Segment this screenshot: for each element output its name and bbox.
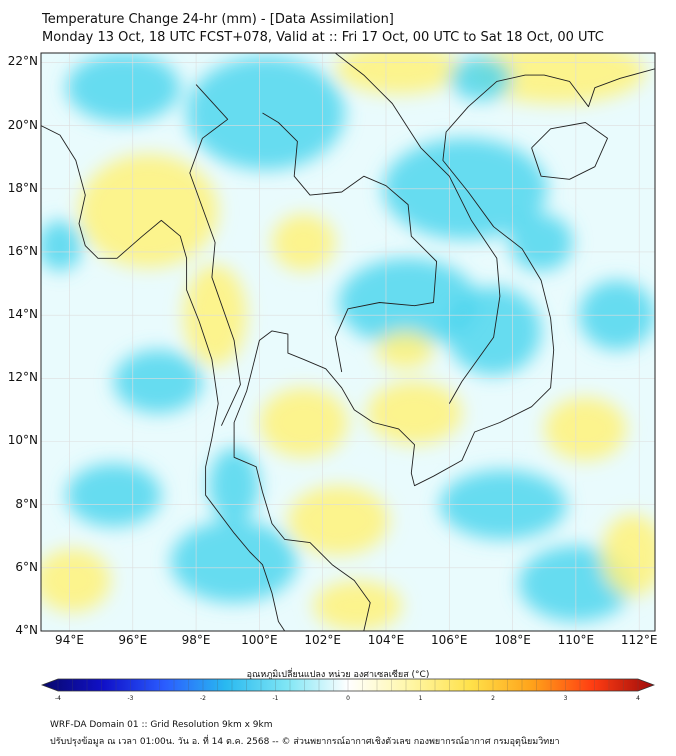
latitude-label: 10°N	[7, 433, 38, 448]
colorbar-title: อุณหภูมิเปลี่ยนแปลง หน่วย องศาเซลเซียส (…	[246, 670, 430, 680]
longitude-label: 94°E	[55, 633, 84, 647]
cool-anomaly-area	[449, 56, 513, 101]
warm-anomaly-area	[78, 154, 219, 268]
map-subtitle: Monday 13 Oct, 18 UTC FCST+078, Valid at…	[42, 30, 604, 45]
colorbar-tick-label: -3	[127, 695, 134, 702]
longitude-label: 98°E	[181, 633, 211, 647]
colorbar-tick-label: -4	[55, 695, 61, 702]
latitude-label: 16°N	[7, 243, 38, 258]
footer-credits: ปรับปรุงข้อมูล ณ เวลา 01:00น. วัน อ. ที่…	[50, 737, 560, 747]
warm-anomaly-area	[313, 580, 402, 631]
colorbar-tick-label: -2	[200, 695, 206, 702]
cool-anomaly-area	[113, 349, 203, 414]
latitude-label: 6°N	[15, 559, 38, 574]
warm-anomaly-area	[376, 330, 434, 369]
coastlines-and-borders	[41, 53, 655, 631]
colorbar-tick-label: 3	[563, 695, 568, 702]
cool-anomaly-area	[509, 214, 573, 271]
colorbar-tick-label: 4	[636, 695, 640, 702]
latitude-label: 14°N	[7, 307, 38, 322]
cool-anomaly-area	[66, 53, 181, 123]
cool-anomaly-area	[41, 220, 83, 271]
latitude-label: 12°N	[7, 370, 38, 385]
warm-anomaly-area	[287, 485, 390, 556]
myanmar-thai-border	[189, 84, 241, 426]
latitude-label: 22°N	[7, 54, 38, 69]
warm-anomaly-area	[41, 548, 111, 613]
colorbar-tick-label: 1	[418, 695, 423, 702]
longitude-label: 104°E	[367, 633, 405, 647]
longitude-label: 102°E	[304, 633, 341, 647]
map-frame	[40, 52, 656, 632]
cool-anomaly-area	[186, 56, 345, 170]
mainland-coastline	[41, 125, 286, 631]
map-title: Temperature Change 24-hr (mm) - [Data As…	[42, 12, 394, 27]
cool-anomaly-area	[170, 520, 298, 603]
colorbar-tick-label: 0	[346, 695, 350, 702]
footer-model-info: WRF-DA Domain 01 :: Grid Resolution 9km …	[50, 720, 273, 730]
longitude-label: 106°E	[431, 633, 468, 647]
warm-anomaly-area	[259, 387, 349, 458]
longitude-label: 100°E	[241, 633, 278, 647]
longitude-label: 108°E	[494, 633, 531, 647]
warm-anomaly-area	[335, 53, 462, 95]
cool-anomaly-area	[66, 463, 162, 527]
warm-anomaly-area	[272, 214, 336, 271]
graticule	[41, 53, 655, 631]
hainan-coast	[531, 122, 608, 180]
longitude-label: 96°E	[118, 633, 148, 647]
warm-anomaly-area	[601, 514, 655, 597]
longitude-label: 112°E	[620, 633, 658, 647]
warm-anomaly-area	[544, 397, 627, 461]
latitude-label: 8°N	[15, 496, 38, 511]
laos-vietnam-border	[335, 53, 501, 404]
latitude-label: 18°N	[7, 180, 38, 195]
cool-anomaly-area	[338, 258, 478, 347]
gulf-of-thailand-coast	[233, 68, 655, 631]
colorbar-tick-label: -1	[272, 695, 279, 702]
latitude-label: 20°N	[7, 117, 38, 132]
latitude-label: 4°N	[15, 623, 38, 637]
mekong-border	[262, 112, 438, 373]
longitude-label: 110°E	[557, 633, 595, 647]
warm-anomaly-area	[366, 381, 462, 445]
cool-anomaly-area	[446, 286, 542, 376]
colorbar-tick-label: 2	[491, 695, 495, 702]
